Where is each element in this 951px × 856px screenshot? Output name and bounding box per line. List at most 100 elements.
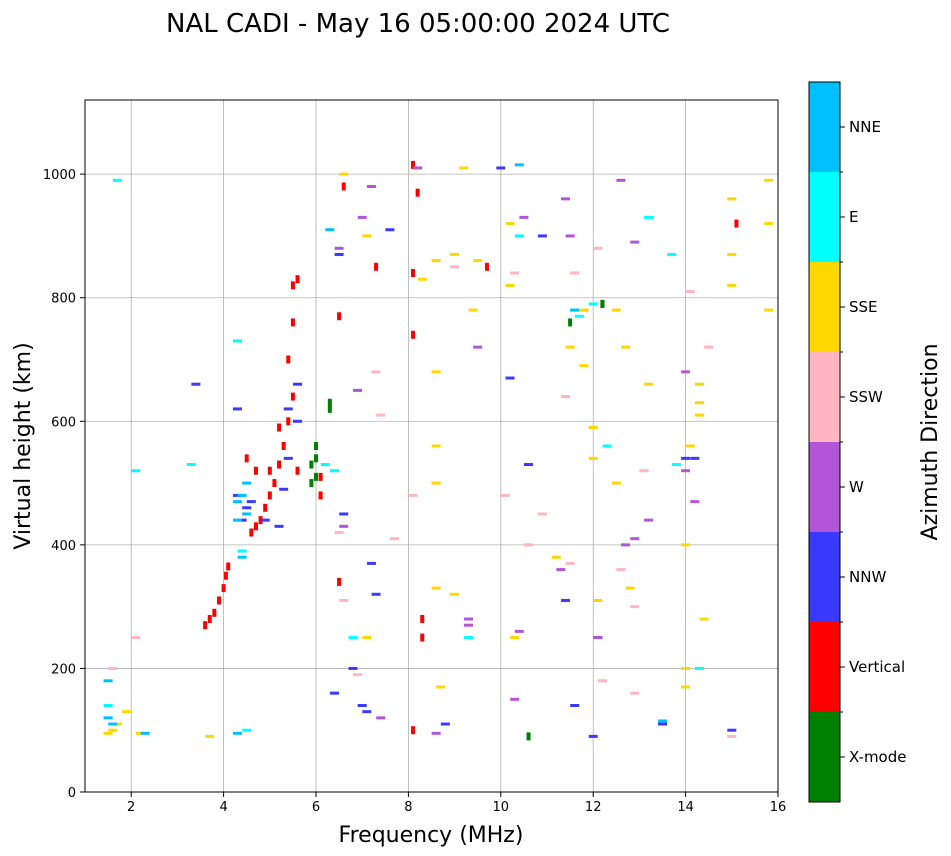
data-point (314, 454, 318, 463)
data-point (191, 382, 201, 386)
data-point (293, 382, 303, 386)
data-point (272, 479, 277, 488)
data-point (727, 728, 737, 732)
data-point (357, 704, 367, 707)
data-point (524, 543, 534, 547)
data-point (565, 561, 575, 565)
data-point (290, 281, 295, 290)
data-point (764, 222, 774, 226)
y-tick-label: 800 (51, 292, 76, 307)
data-point (131, 469, 141, 473)
data-point (348, 636, 358, 640)
data-point (242, 481, 252, 485)
data-point (385, 228, 395, 232)
data-point (514, 234, 524, 238)
data-point (135, 731, 145, 735)
data-point (376, 716, 386, 720)
data-point (237, 518, 247, 522)
data-point (505, 283, 515, 287)
data-point (727, 734, 737, 738)
data-point (357, 215, 367, 219)
series-ssw (108, 246, 737, 738)
data-point (588, 734, 598, 738)
data-point (339, 524, 349, 528)
colorbar-swatch (809, 82, 840, 172)
data-point (362, 234, 372, 238)
data-point (226, 562, 231, 571)
data-point (459, 166, 469, 170)
series-e (103, 178, 704, 732)
data-point (510, 636, 520, 640)
x-tick-label: 2 (127, 800, 135, 815)
data-point (574, 314, 584, 318)
data-point (704, 345, 714, 349)
data-point (286, 355, 291, 364)
data-point (473, 259, 483, 263)
data-point (286, 417, 291, 426)
data-point (644, 215, 654, 219)
y-tick-label: 200 (51, 662, 76, 677)
data-point (281, 442, 286, 450)
colorbar-tick-label: Vertical (849, 658, 905, 676)
data-point (327, 404, 332, 413)
data-point (484, 262, 489, 271)
data-point (644, 518, 654, 522)
data-point (232, 518, 242, 522)
chart-title: NAL CADI - May 16 05:00:00 2024 UTC (166, 9, 670, 39)
data-point (413, 166, 423, 170)
data-point (216, 596, 221, 605)
data-point (420, 615, 425, 623)
data-point (279, 487, 289, 491)
data-point (630, 691, 640, 695)
data-point (417, 277, 427, 281)
data-point (685, 444, 695, 448)
data-point (593, 598, 603, 602)
colorbar-frame (808, 81, 841, 803)
x-tick-label: 4 (219, 800, 227, 815)
data-point (510, 271, 520, 275)
colorbar-swatch (809, 262, 840, 352)
data-point (337, 577, 342, 586)
data-point (568, 318, 573, 327)
data-point (699, 617, 709, 621)
data-point (207, 615, 212, 623)
series-vertical (203, 160, 739, 735)
data-point (565, 345, 575, 349)
data-point (644, 382, 654, 386)
data-point (366, 561, 376, 565)
x-tick-label: 6 (312, 800, 320, 815)
data-point (242, 512, 252, 516)
series-sse (103, 166, 774, 738)
colorbar-swatch (809, 442, 840, 532)
data-point (505, 222, 515, 226)
colorbar-swatch (809, 532, 840, 622)
data-point (411, 726, 416, 735)
data-point (274, 524, 284, 528)
data-point (260, 518, 270, 522)
data-point (431, 586, 441, 590)
data-point (103, 679, 113, 683)
data-point (600, 299, 605, 308)
data-point (415, 188, 420, 197)
data-point (290, 318, 295, 327)
series-x-mode (309, 299, 605, 741)
data-point (690, 500, 700, 504)
data-point (309, 479, 314, 488)
x-tick-label: 14 (677, 800, 694, 815)
data-point (681, 469, 691, 473)
data-point (232, 731, 242, 735)
data-point (514, 629, 524, 633)
data-point (526, 732, 531, 741)
y-axis-label: Virtual height (km) (11, 342, 36, 549)
colorbar-tick-label: E (849, 208, 858, 226)
data-point (468, 308, 478, 312)
data-point (232, 407, 242, 411)
data-point (237, 555, 247, 559)
y-tick-label: 400 (51, 539, 76, 554)
data-point (616, 568, 626, 572)
data-point (537, 512, 547, 516)
data-point (362, 710, 372, 714)
data-point (339, 512, 349, 516)
data-point (593, 246, 603, 250)
